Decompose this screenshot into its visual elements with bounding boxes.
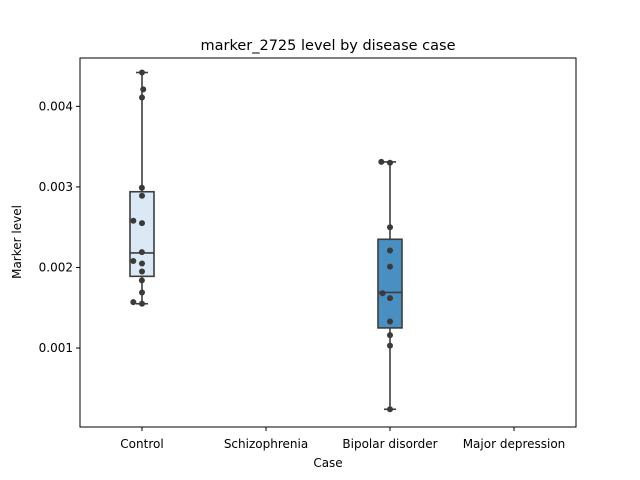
box-bipolar-disorder [377, 161, 403, 411]
data-point [139, 260, 145, 267]
data-point [387, 318, 393, 325]
box-iqr [377, 238, 403, 329]
y-axis-title: Marker level [10, 205, 24, 279]
data-point [139, 69, 145, 76]
x-tick-label: Control [120, 437, 163, 451]
data-point [378, 158, 385, 165]
data-point [387, 224, 393, 231]
data-point [138, 249, 145, 256]
data-point [139, 289, 145, 296]
x-tick-label: Schizophrenia [224, 437, 308, 451]
data-point [387, 295, 393, 302]
y-tick-label: 0.002 [39, 260, 73, 274]
data-point [387, 342, 393, 349]
data-point [139, 192, 145, 199]
x-axis-title: Case [313, 456, 342, 470]
y-axis: 0.001 0.002 0.003 0.004 [39, 99, 80, 355]
y-tick-label: 0.004 [39, 99, 73, 113]
points-control [130, 69, 147, 307]
plot-area [129, 69, 403, 413]
data-point [138, 184, 145, 191]
data-point [130, 258, 137, 265]
data-point [379, 290, 386, 297]
data-point [138, 277, 145, 284]
data-point [139, 268, 145, 275]
y-tick-label: 0.001 [39, 341, 73, 355]
chart-title: marker_2725 level by disease case [201, 38, 456, 54]
data-point [387, 406, 393, 413]
data-point [140, 86, 147, 93]
data-point [139, 220, 145, 227]
x-tick-label: Major depression [463, 437, 566, 451]
y-tick-label: 0.003 [39, 180, 73, 194]
data-point [130, 217, 137, 224]
data-point [139, 300, 145, 307]
data-point [130, 299, 137, 306]
data-point [387, 247, 393, 254]
data-point [139, 94, 145, 101]
data-point [387, 263, 393, 270]
data-point [387, 332, 393, 339]
plot-frame [79, 57, 577, 428]
data-point [387, 159, 393, 166]
x-tick-label: Bipolar disorder [342, 437, 437, 451]
points-bipolar-disorder [378, 158, 393, 413]
x-axis: Control Schizophrenia Bipolar disorder Majo… [120, 427, 565, 451]
